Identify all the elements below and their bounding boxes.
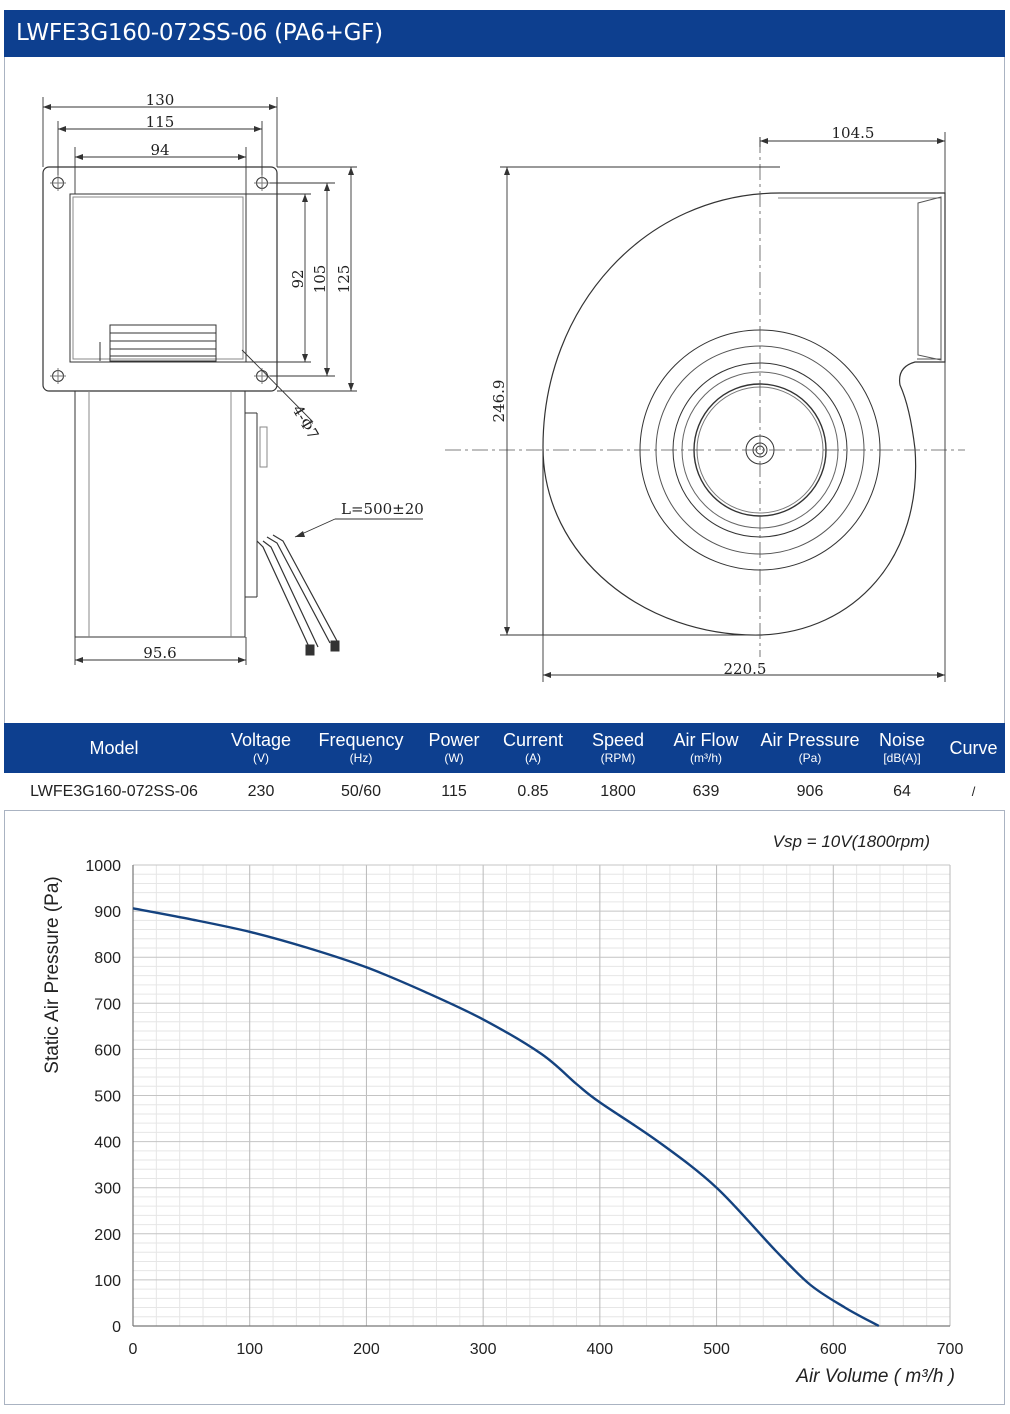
dim-220-5: 220.5: [724, 660, 767, 678]
col-unit: (Hz): [349, 751, 373, 765]
y-tick-labels: 0 100 200 300 400 500 600 700 800 900 1000: [85, 858, 121, 1336]
cell-voltage: 230: [247, 782, 275, 800]
x-tick-label: 600: [820, 1341, 847, 1358]
flange-outline: [42, 166, 278, 392]
grid-minor: [133, 865, 950, 1326]
col-unit: (A): [525, 751, 541, 765]
dim-95-6: 95.6: [143, 644, 176, 662]
col-label: Model: [89, 738, 139, 758]
col-unit: [dB(A)]: [883, 751, 921, 765]
col-unit: (Pa): [798, 751, 822, 765]
cell-curve: /: [971, 784, 976, 799]
cell-air-flow: 639: [692, 782, 720, 800]
header-bar: LWFE3G160-072SS-06 (PA6+GF): [4, 10, 1005, 57]
col-air-flow: Air Flow (m³/h): [654, 723, 758, 773]
y-tick-label: 500: [94, 1089, 121, 1106]
col-curve: Curve: [942, 723, 1005, 773]
cell-power: 115: [441, 782, 467, 800]
col-label: Voltage: [230, 730, 292, 750]
dim-115: 115: [146, 113, 175, 131]
cell-frequency: 50/60: [340, 782, 382, 800]
y-tick-label: 100: [94, 1273, 121, 1290]
y-tick-label: 700: [94, 996, 121, 1013]
outlet-grill: [109, 324, 217, 362]
dim-246-9: 246.9: [490, 380, 508, 423]
cell-current: 0.85: [517, 782, 549, 800]
spec-table-row: LWFE3G160-072SS-06 230 50/60 115 0.85 18…: [4, 773, 1005, 811]
x-tick-label: 500: [703, 1341, 730, 1358]
speed-annotation: Vsp = 10V(1800rpm): [773, 832, 930, 851]
y-tick-label: 200: [94, 1227, 121, 1244]
x-tick-label: 400: [587, 1341, 614, 1358]
y-tick-label: 0: [112, 1319, 121, 1336]
col-unit: (V): [253, 751, 269, 765]
performance-chart: 0 100 200 300 400 500 600 700 0 100 200 300 400 500 6…: [5, 812, 1004, 1404]
page-title: LWFE3G160-072SS-06 (PA6+GF): [16, 20, 383, 46]
col-label: Current: [502, 730, 564, 750]
col-label: Air Flow: [673, 730, 739, 750]
dim-cable-length: L=500±20: [341, 500, 424, 518]
motor-body: [74, 390, 246, 638]
col-unit: (m³/h): [690, 751, 722, 765]
col-label: Speed: [591, 730, 645, 750]
dim-105: 105: [311, 265, 329, 294]
col-frequency: Frequency (Hz): [298, 723, 424, 773]
dim-125: 125: [335, 265, 353, 294]
dim-94: 94: [150, 141, 169, 159]
x-tick-label: 700: [937, 1341, 964, 1358]
drawing-svg: 130 115 94 125 105 92 4-Φ7 L=500±20 95.6…: [42, 91, 965, 682]
col-label: Noise: [878, 730, 926, 750]
x-tick-labels: 0 100 200 300 400 500 600 700: [129, 1341, 964, 1358]
y-tick-label: 600: [94, 1042, 121, 1059]
cell-noise: 64: [893, 782, 911, 800]
y-axis-label: Static Air Pressure (Pa): [42, 876, 63, 1073]
col-model: Model: [4, 723, 224, 773]
y-tick-label: 800: [94, 950, 121, 967]
x-tick-label: 0: [129, 1341, 138, 1358]
x-axis-label: Air Volume ( m³/h ): [795, 1366, 955, 1387]
col-label: Curve: [949, 738, 998, 758]
dim-104-5: 104.5: [832, 124, 875, 142]
cell-air-pressure: 906: [796, 782, 824, 800]
x-tick-label: 200: [353, 1341, 380, 1358]
cell-model: LWFE3G160-072SS-06: [30, 782, 198, 800]
col-current: Current (A): [484, 723, 582, 773]
spec-table-header: Model Voltage (V) Frequency (Hz) Power (…: [4, 723, 1005, 773]
housing-front: [69, 193, 247, 363]
y-tick-label: 400: [94, 1135, 121, 1152]
dim-130: 130: [146, 91, 175, 109]
dim-holes: 4-Φ7: [289, 402, 323, 443]
series-line: [132, 907, 880, 1328]
col-label: Frequency: [318, 730, 404, 750]
col-label: Power: [428, 730, 480, 750]
y-tick-label: 1000: [85, 858, 121, 875]
col-speed: Speed (RPM): [582, 723, 654, 773]
cell-speed: 1800: [600, 782, 636, 800]
col-unit: (W): [444, 751, 464, 765]
chart-svg: 0 100 200 300 400 500 600 700 0 100 200 300 400 500 6…: [42, 832, 964, 1387]
col-label: Air Pressure: [760, 730, 860, 750]
x-tick-label: 300: [470, 1341, 497, 1358]
col-power: Power (W): [424, 723, 484, 773]
technical-drawing: 130 115 94 125 105 92 4-Φ7 L=500±20 95.6…: [5, 57, 1004, 723]
y-tick-label: 300: [94, 1181, 121, 1198]
col-voltage: Voltage (V): [224, 723, 298, 773]
cable: [256, 540, 311, 650]
dim-92: 92: [289, 269, 307, 288]
col-noise: Noise [dB(A)]: [862, 723, 942, 773]
col-unit: (RPM): [600, 751, 636, 765]
col-air-pressure: Air Pressure (Pa): [758, 723, 862, 773]
x-tick-label: 100: [236, 1341, 263, 1358]
grid-major: [132, 864, 951, 1327]
y-tick-label: 900: [94, 904, 121, 921]
